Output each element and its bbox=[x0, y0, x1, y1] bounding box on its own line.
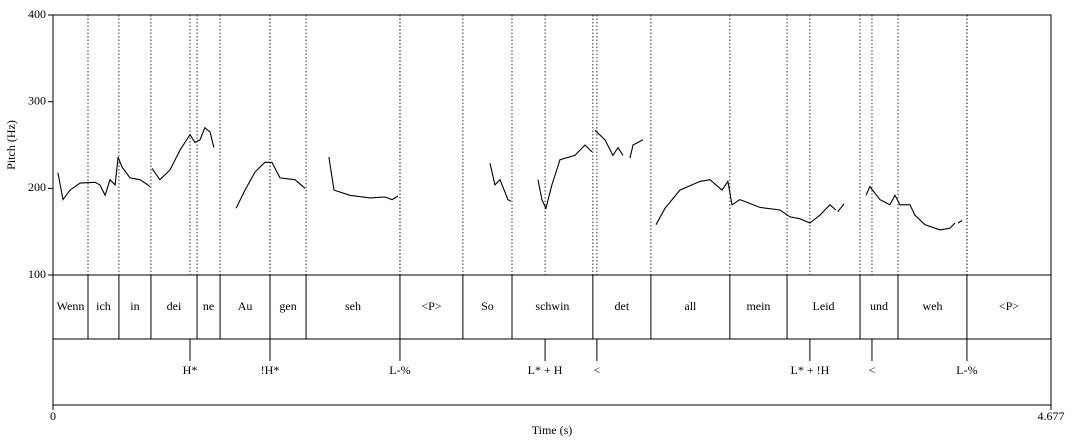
interval-label: <P> bbox=[999, 299, 1019, 313]
interval-label: in bbox=[130, 299, 139, 313]
point-label: H* bbox=[183, 363, 198, 377]
interval-label: ich bbox=[96, 299, 111, 313]
y-axis-label: Pitch (Hz) bbox=[4, 120, 18, 170]
interval-label: weh bbox=[922, 299, 942, 313]
interval-label: So bbox=[481, 299, 494, 313]
y-tick-label: 400 bbox=[28, 7, 46, 21]
y-tick-label: 100 bbox=[28, 267, 46, 281]
pitch-contour bbox=[57, 126, 963, 231]
point-label: L* + !H bbox=[790, 363, 829, 377]
y-tick-label: 200 bbox=[28, 180, 46, 194]
interval-label: mein bbox=[746, 299, 770, 313]
interval-label: <P> bbox=[421, 299, 441, 313]
x-tick-label: 4.677 bbox=[1038, 409, 1065, 423]
interval-label: ne bbox=[203, 299, 214, 313]
x-axis-label: Time (s) bbox=[532, 423, 573, 437]
point-label: L-% bbox=[956, 363, 977, 377]
point-label: < bbox=[869, 363, 876, 377]
interval-label: all bbox=[684, 299, 697, 313]
interval-label: gen bbox=[279, 299, 296, 313]
x-tick-label: 0 bbox=[50, 409, 56, 423]
y-tick-label: 300 bbox=[28, 93, 46, 107]
interval-label: Au bbox=[238, 299, 253, 313]
point-label: !H* bbox=[261, 363, 280, 377]
point-label: L* + H bbox=[528, 363, 563, 377]
point-label: L-% bbox=[389, 363, 410, 377]
interval-label: det bbox=[615, 299, 630, 313]
interval-label: schwin bbox=[535, 299, 569, 313]
point-label: < bbox=[594, 363, 601, 377]
interval-label: dei bbox=[167, 299, 182, 313]
interval-label: seh bbox=[345, 299, 361, 313]
plot-frame bbox=[52, 14, 1052, 406]
interval-label: Leid bbox=[813, 299, 835, 313]
interval-label: Wenn bbox=[57, 299, 85, 313]
interval-label: und bbox=[870, 299, 888, 313]
